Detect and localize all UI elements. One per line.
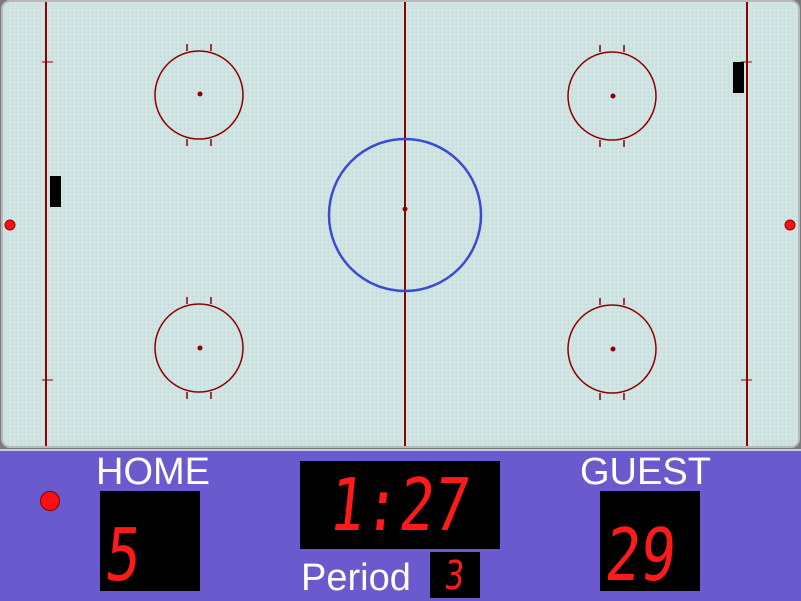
guest-score: 29 [601, 512, 681, 592]
right-side-marker-icon [784, 219, 796, 231]
left-side-marker-icon [4, 219, 16, 231]
face-off-circle-top-left [154, 44, 244, 146]
face-off-circle-top-right [567, 45, 657, 147]
home-score: 5 [101, 512, 146, 592]
possession-indicator-icon [40, 491, 60, 511]
center-circle [327, 137, 483, 293]
home-score-display: 5 [100, 491, 200, 591]
right-goal-net-icon[interactable] [733, 62, 744, 93]
guest-score-display: 29 [600, 491, 700, 591]
face-off-dot-icon [610, 93, 616, 99]
home-label: HOME [96, 451, 210, 493]
left-goal-net-icon[interactable] [50, 176, 61, 207]
game-clock-display: 1:27 [300, 461, 500, 549]
scoreboard: HOME 5 1:27 Period 3 GUEST 29 [0, 449, 801, 601]
face-off-dot-icon [402, 206, 408, 212]
face-off-dot-icon [197, 345, 203, 351]
hockey-rink [0, 0, 801, 449]
period-label: Period [301, 557, 411, 599]
face-off-dot-icon [610, 346, 616, 352]
ice-surface [1, 0, 800, 448]
face-off-circle-bottom-left [154, 297, 244, 399]
game-clock: 1:27 [325, 462, 475, 548]
face-off-dot-icon [197, 91, 203, 97]
period-display: 3 [430, 552, 480, 598]
guest-label: GUEST [580, 451, 711, 493]
face-off-circle-bottom-right [567, 298, 657, 400]
period-value: 3 [442, 552, 468, 598]
